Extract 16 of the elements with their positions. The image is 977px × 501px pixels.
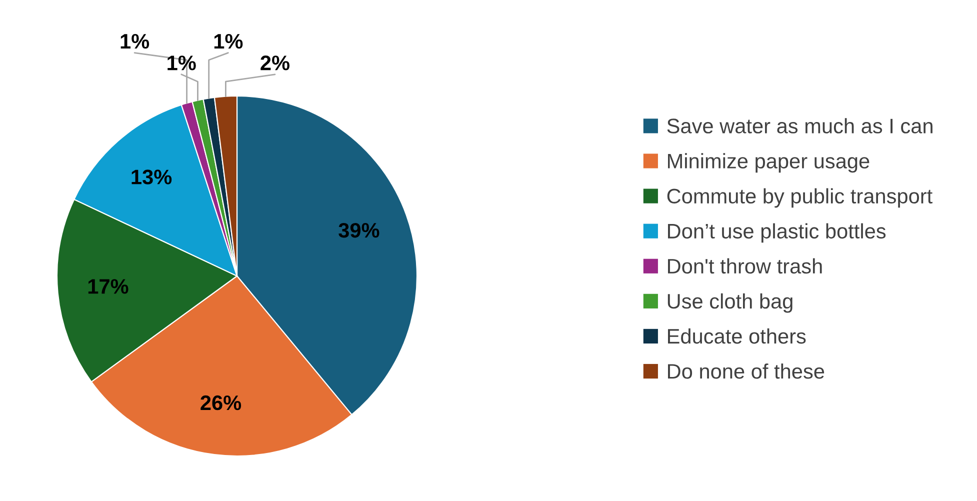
- data-label: 1%: [120, 34, 150, 49]
- legend-label: Save water as much as I can: [667, 118, 932, 134]
- data-label: 13%: [132, 170, 172, 184]
- data-label: 17%: [88, 279, 128, 294]
- legend-label: Educate others: [668, 328, 806, 344]
- data-label: 26%: [200, 395, 242, 410]
- legend-label: Don’t use plastic bottles: [668, 223, 886, 243]
- data-label: 2%: [260, 56, 290, 70]
- legend-label: Commute by public transport: [667, 188, 932, 208]
- legend-label: Minimize paper usage: [668, 153, 870, 173]
- data-label: 1%: [214, 34, 243, 49]
- data-label: 1%: [168, 56, 196, 70]
- legend-label: Do none of these: [668, 363, 824, 379]
- data-label: 39%: [338, 222, 380, 238]
- legend-label: Don't throw trash: [668, 258, 822, 274]
- legend-label: Use cloth bag: [668, 293, 792, 313]
